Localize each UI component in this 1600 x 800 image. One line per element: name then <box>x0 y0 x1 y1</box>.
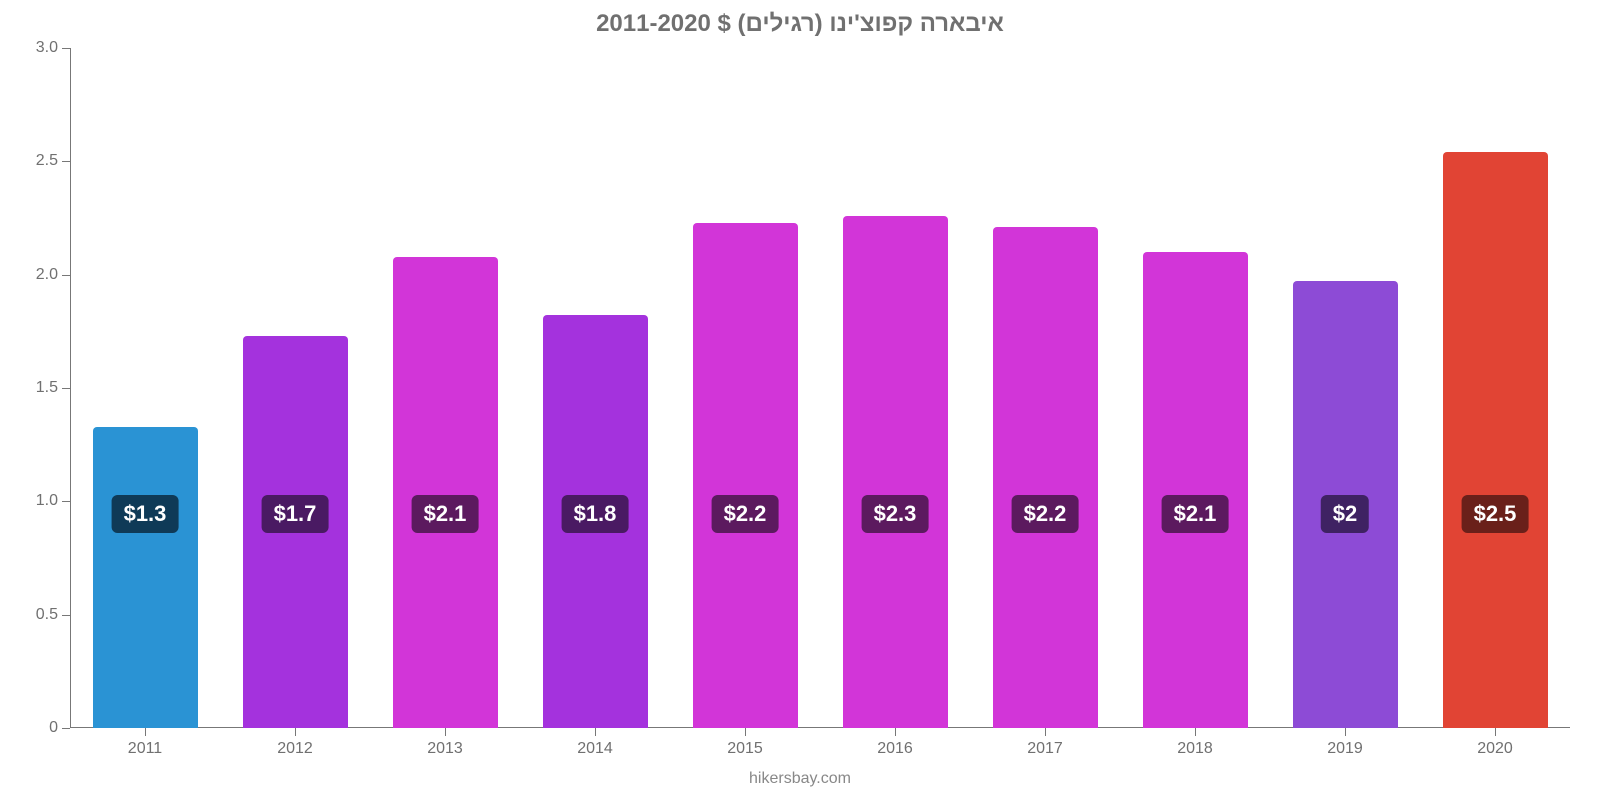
chart-container: איבארה קפוצ'ינו (רגילים) $ 2011-2020 00.… <box>0 0 1600 800</box>
y-tick <box>62 501 70 502</box>
chart-caption: hikersbay.com <box>749 770 851 788</box>
y-tick-label: 0 <box>49 719 58 737</box>
bar-value-label: $1.3 <box>112 495 179 533</box>
x-tick-label: 2020 <box>1477 740 1513 758</box>
bar-value-label: $1.7 <box>262 495 329 533</box>
y-tick-label: 0.5 <box>36 606 58 624</box>
y-tick <box>62 48 70 49</box>
bar-value-label: $2.2 <box>1012 495 1079 533</box>
bar: $2.5 <box>1443 152 1548 728</box>
x-tick-label: 2011 <box>128 740 162 758</box>
y-tick-label: 1.0 <box>36 492 58 510</box>
x-tick-label: 2014 <box>577 740 613 758</box>
x-tick-label: 2016 <box>877 740 913 758</box>
x-tick <box>745 728 746 736</box>
bar: $2.2 <box>693 223 798 728</box>
bar: $1.3 <box>93 427 198 728</box>
bar-value-label: $1.8 <box>562 495 629 533</box>
y-tick-label: 2.0 <box>36 266 58 284</box>
y-axis <box>70 48 71 728</box>
y-tick-label: 1.5 <box>36 379 58 397</box>
x-tick <box>145 728 146 736</box>
x-tick-label: 2013 <box>427 740 463 758</box>
bar: $2.3 <box>843 216 948 728</box>
bar: $1.7 <box>243 336 348 728</box>
x-tick <box>1345 728 1346 736</box>
x-tick-label: 2019 <box>1327 740 1363 758</box>
plot-area: 00.51.01.52.02.53.02011$1.32012$1.72013$… <box>70 48 1570 728</box>
bar: $1.8 <box>543 315 648 728</box>
y-tick <box>62 615 70 616</box>
bar-value-label: $2.3 <box>862 495 929 533</box>
y-tick <box>62 161 70 162</box>
x-tick-label: 2018 <box>1177 740 1213 758</box>
x-tick <box>595 728 596 736</box>
x-tick <box>1045 728 1046 736</box>
y-tick-label: 2.5 <box>36 152 58 170</box>
x-tick <box>1195 728 1196 736</box>
y-tick-label: 3.0 <box>36 39 58 57</box>
x-tick-label: 2017 <box>1027 740 1063 758</box>
y-tick <box>62 275 70 276</box>
bar-value-label: $2.1 <box>412 495 479 533</box>
x-tick <box>1495 728 1496 736</box>
bar-value-label: $2 <box>1321 495 1369 533</box>
bar: $2.1 <box>1143 252 1248 728</box>
x-tick <box>445 728 446 736</box>
bar: $2.1 <box>393 257 498 728</box>
bar-value-label: $2.1 <box>1162 495 1229 533</box>
chart-title: איבארה קפוצ'ינו (רגילים) $ 2011-2020 <box>40 10 1560 38</box>
x-tick-label: 2015 <box>727 740 763 758</box>
y-tick <box>62 728 70 729</box>
bar-value-label: $2.2 <box>712 495 779 533</box>
bar: $2.2 <box>993 227 1098 728</box>
bar: $2 <box>1293 281 1398 728</box>
x-tick-label: 2012 <box>277 740 313 758</box>
x-tick <box>295 728 296 736</box>
x-tick <box>895 728 896 736</box>
bar-value-label: $2.5 <box>1462 495 1529 533</box>
y-tick <box>62 388 70 389</box>
